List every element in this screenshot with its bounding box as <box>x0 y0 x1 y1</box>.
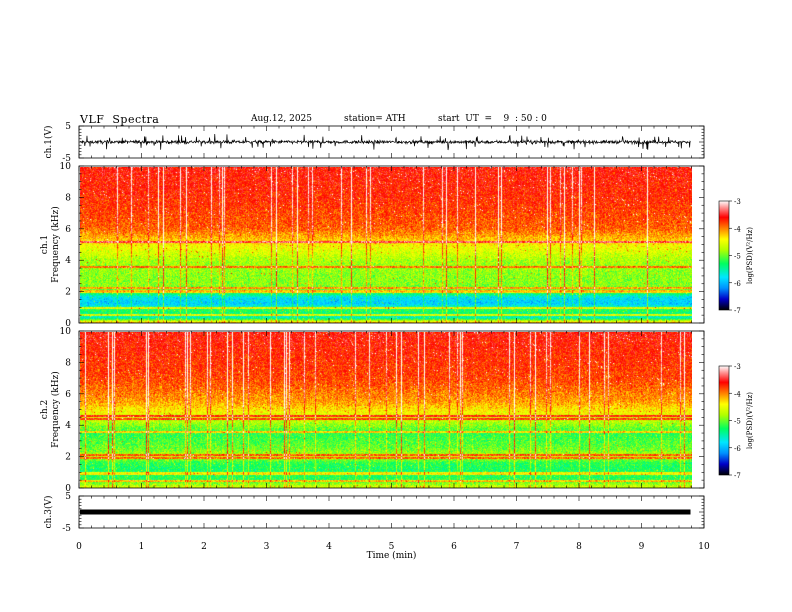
ch2-colorbar-tick-label: -3 <box>734 363 741 371</box>
ch2-spectrogram-y-tick-label: 10 <box>60 327 72 337</box>
x-tick-label: 6 <box>451 542 457 552</box>
ch3-waveform-y-tick-label: 5 <box>65 492 71 502</box>
ch1-spectrogram-ylabel-frequency: Frequency (kHz) <box>50 206 61 283</box>
ch2-spectrogram-ylabel-frequency: Frequency (kHz) <box>50 371 61 448</box>
ch1-spectrogram-ylabel-channel: ch.1 <box>40 235 50 254</box>
ch3-waveform-y-tick-label: -5 <box>62 524 71 534</box>
ch1-colorbar-tick-label: -3 <box>734 198 741 206</box>
x-tick-label: 5 <box>389 542 395 552</box>
x-tick-label: 8 <box>576 542 582 552</box>
ch1-waveform-ylabel: ch.1(V) <box>43 126 54 159</box>
ch1-spectrogram-y-tick-label: 2 <box>65 288 71 298</box>
ch2-spectrogram-y-tick-label: 6 <box>65 390 71 400</box>
station-label: station= ATH <box>344 114 406 124</box>
ch2-spectrogram-heatmap-image <box>80 332 692 488</box>
ch1-waveform-y-tick-label: 5 <box>65 122 71 132</box>
ch1-colorbar-label: log(PSD)(V²/Hz) <box>746 227 754 284</box>
ch2-colorbar-label: log(PSD)(V²/Hz) <box>746 392 754 449</box>
x-tick-label: 0 <box>76 542 82 552</box>
x-tick-label: 3 <box>264 542 270 552</box>
ch1-colorbar-tick-label: -5 <box>734 253 741 261</box>
start-ut-label: start UT = 9 : 50 : 0 <box>438 114 547 124</box>
x-tick-label: 7 <box>514 542 520 552</box>
ch2-colorbar-tick-label: -6 <box>734 445 741 453</box>
ch3-waveform-trace <box>80 509 691 515</box>
ch2-colorbar-tick-label: -4 <box>734 390 741 398</box>
chart-title: VLF Spectra <box>80 113 160 126</box>
ch1-colorbar-tick-label: -7 <box>734 307 741 315</box>
ch2-colorbar <box>718 365 730 476</box>
ch1-spectrogram-y-tick-label: 4 <box>65 256 71 266</box>
ch1-colorbar-tick-label: -4 <box>734 225 741 233</box>
ch1-spectrogram-y-tick-label: 0 <box>65 319 71 329</box>
ch1-waveform-trace <box>79 133 691 151</box>
ch1-spectrogram-heatmap-image <box>80 167 692 323</box>
ch1-waveform-y-tick-label: -5 <box>62 154 71 164</box>
ch1-colorbar-tick-label: -6 <box>734 280 741 288</box>
x-tick-label: 4 <box>326 542 332 552</box>
ch1-colorbar <box>718 200 730 311</box>
ch2-spectrogram-ylabel-channel: ch.2 <box>40 400 50 419</box>
date-label: Aug.12, 2025 <box>251 114 312 124</box>
ch2-spectrogram-y-tick-label: 4 <box>65 421 71 431</box>
ch2-spectrogram-y-tick-label: 2 <box>65 453 71 463</box>
x-axis-label: Time (min) <box>367 550 417 561</box>
ch2-spectrogram-y-tick-label: 8 <box>65 358 71 368</box>
ch2-colorbar-tick-label: -7 <box>734 472 741 480</box>
ch1-spectrogram-y-tick-label: 10 <box>60 162 72 172</box>
ch2-colorbar-tick-label: -5 <box>734 418 741 426</box>
x-tick-label: 10 <box>698 542 710 552</box>
ch1-spectrogram-y-tick-label: 8 <box>65 193 71 203</box>
x-tick-label: 9 <box>639 542 645 552</box>
x-tick-label: 1 <box>139 542 145 552</box>
ch1-spectrogram-y-tick-label: 6 <box>65 225 71 235</box>
ch3-waveform-ylabel: ch.3(V) <box>43 496 54 529</box>
x-tick-label: 2 <box>201 542 207 552</box>
ch2-spectrogram-y-tick-label: 0 <box>65 484 71 494</box>
